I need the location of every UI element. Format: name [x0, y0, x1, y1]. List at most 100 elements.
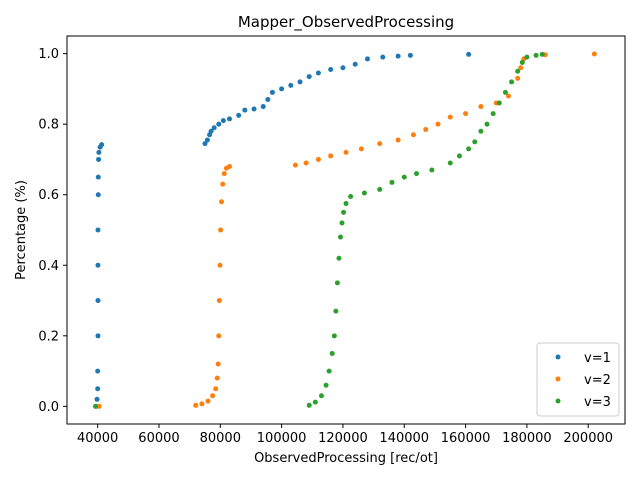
data-point — [288, 82, 294, 88]
data-point — [358, 146, 364, 152]
x-tick-label: 120000 — [318, 431, 368, 446]
data-point — [279, 86, 285, 92]
data-point — [515, 68, 521, 74]
data-point — [292, 162, 298, 168]
data-point — [221, 171, 227, 177]
data-point — [94, 396, 100, 402]
data-point — [456, 153, 462, 159]
data-point — [518, 65, 524, 71]
legend-label: v=2 — [584, 373, 611, 388]
data-point — [472, 139, 478, 145]
data-point — [334, 280, 340, 286]
data-point — [331, 333, 337, 339]
data-point — [242, 107, 248, 113]
data-point — [395, 53, 401, 59]
data-point — [96, 403, 102, 409]
points-layer — [93, 51, 597, 409]
data-point — [95, 386, 101, 392]
y-tick-label: 0.0 — [38, 400, 59, 415]
x-tick-label: 80000 — [200, 431, 241, 446]
data-point — [429, 167, 435, 173]
data-point — [343, 201, 349, 207]
legend-frame — [536, 342, 620, 417]
data-point — [352, 61, 358, 67]
data-point — [251, 106, 257, 112]
data-point — [364, 56, 370, 62]
data-point — [466, 51, 472, 57]
plot-area — [66, 35, 626, 425]
series-v=1 — [93, 51, 472, 409]
data-point — [410, 132, 416, 138]
data-point — [215, 361, 221, 367]
y-tick-label: 1.0 — [38, 47, 59, 62]
data-point — [211, 125, 217, 131]
data-point — [326, 368, 332, 374]
data-point — [204, 137, 210, 143]
data-point — [348, 193, 354, 199]
data-point — [337, 234, 343, 240]
data-point — [95, 227, 101, 233]
data-point — [218, 227, 224, 233]
data-point — [505, 93, 511, 99]
data-point — [533, 52, 539, 58]
data-point — [96, 149, 102, 155]
data-point — [336, 255, 342, 261]
data-point — [401, 174, 407, 180]
data-point — [216, 298, 222, 304]
data-point — [328, 67, 334, 73]
data-point — [361, 190, 367, 196]
data-point — [226, 116, 232, 122]
data-point — [297, 79, 303, 85]
data-point — [269, 89, 275, 95]
legend-label: v=3 — [584, 395, 611, 410]
legend-marker — [555, 376, 561, 382]
data-point — [380, 54, 386, 60]
data-point — [377, 186, 383, 192]
y-tick-label: 0.8 — [38, 118, 59, 133]
data-point — [95, 192, 101, 198]
data-point — [95, 298, 101, 304]
data-point — [306, 402, 312, 408]
data-point — [329, 350, 335, 356]
data-point — [447, 160, 453, 166]
data-point — [93, 403, 99, 409]
legend-marker — [555, 398, 561, 404]
data-point — [213, 386, 219, 392]
x-tick-label: 60000 — [138, 431, 179, 446]
data-point — [423, 126, 429, 132]
data-point — [95, 262, 101, 268]
data-point — [265, 96, 271, 102]
data-point — [502, 89, 508, 95]
data-point — [208, 128, 214, 134]
data-point — [484, 121, 490, 127]
x-tick-label: 180000 — [502, 431, 552, 446]
data-point — [303, 160, 309, 166]
x-axis-label: ObservedProcessing [rec/ot] — [254, 451, 438, 466]
data-point — [312, 399, 318, 405]
data-point — [236, 112, 242, 118]
data-point — [524, 54, 530, 60]
chart-title: Mapper_ObservedProcessing — [238, 13, 454, 32]
data-point — [341, 209, 347, 215]
legend-label: v=1 — [584, 351, 611, 366]
y-tick-label: 0.2 — [38, 329, 59, 344]
data-point — [435, 121, 441, 127]
data-point — [315, 156, 321, 162]
data-point — [318, 393, 324, 399]
data-point — [210, 393, 216, 399]
data-point — [323, 382, 329, 388]
data-point — [509, 79, 515, 85]
data-point — [220, 181, 226, 187]
data-point — [306, 74, 312, 80]
x-tick-label: 160000 — [441, 431, 491, 446]
data-point — [340, 65, 346, 71]
data-point — [96, 156, 102, 162]
data-point — [519, 59, 525, 65]
x-tick-label: 100000 — [257, 431, 307, 446]
legend: v=1 v=2 v=3 — [536, 342, 620, 417]
data-point — [220, 118, 226, 124]
data-point — [219, 199, 225, 205]
data-point — [193, 402, 199, 408]
data-point — [260, 104, 266, 110]
